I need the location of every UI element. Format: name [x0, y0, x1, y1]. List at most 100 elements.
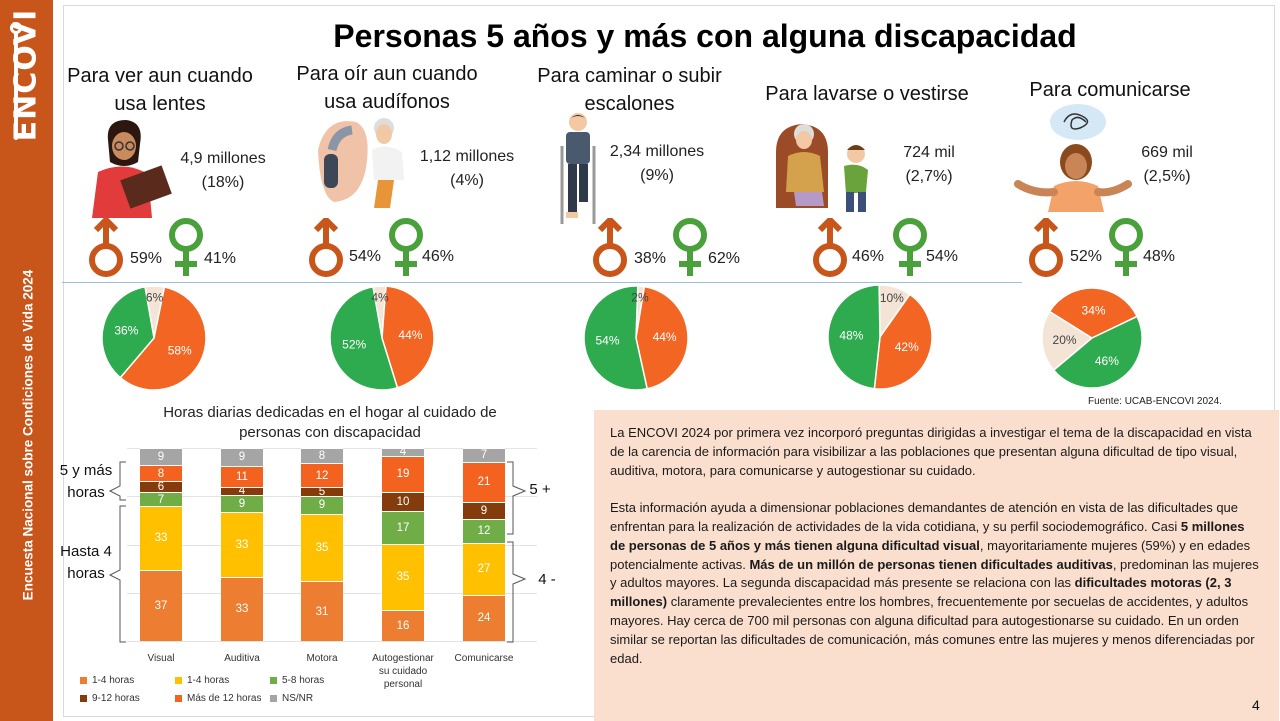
pie-chart: 20% 34% 46%: [1041, 287, 1143, 389]
category-title-line: usa lentes: [114, 93, 206, 115]
group-label-top: 5 y más horas: [52, 460, 120, 504]
legend-swatch: [270, 677, 277, 684]
left-brackets: [108, 461, 126, 643]
category-value-motora: 2,34 millones (9%): [602, 140, 712, 188]
bar-segment: 9: [221, 448, 263, 466]
bar-chart-title-line: Horas diarias dedicadas en el hogar al c…: [163, 404, 497, 421]
text-run: Esta información ayuda a dimensionar pob…: [610, 500, 1239, 534]
hearing-aid-illustration: [318, 118, 404, 208]
bar-segment-label: 5: [318, 485, 326, 498]
pie-chart: 2% 44% 54%: [583, 285, 689, 391]
x-axis-label: Autogestionar su cuidado personal: [358, 652, 448, 691]
bar-segment-label: 31: [315, 605, 329, 618]
pie-slice-label: 36%: [114, 324, 138, 338]
category-value-autogestion: 724 mil (2,7%): [874, 141, 984, 189]
male-symbol-icon: [309, 218, 343, 277]
legend-swatch: [80, 695, 87, 702]
bar-segment-label: 19: [396, 468, 410, 481]
survey-name: Encuesta Nacional sobre Condiciones de V…: [20, 269, 36, 601]
female-percentage: 48%: [1143, 248, 1176, 265]
value-line: (2,5%): [1143, 168, 1191, 185]
pie-slice: [329, 285, 399, 391]
bar-segment-label: 9: [480, 505, 488, 518]
bar-segment-label: 24: [477, 612, 491, 625]
female-symbol-icon: [673, 218, 707, 276]
text-run-bold: 5 millones de personas de 5 años y más t…: [610, 518, 1245, 553]
value-line: (9%): [640, 167, 674, 184]
bar-segment: 7: [140, 492, 182, 506]
bar-segment-label: 11: [236, 470, 248, 483]
pie-slice-label: 44%: [398, 328, 422, 342]
pie-slice-label: 52%: [342, 338, 366, 352]
category-value-visual: 4,9 millones (18%): [168, 147, 278, 195]
bar-segment: 6: [140, 480, 182, 493]
category-title-line: Para caminar o subir: [537, 65, 722, 87]
category-title-visual: Para ver aun cuando usa lentes: [55, 62, 265, 118]
x-axis-label-line: Visual: [147, 653, 175, 664]
legend-item: 1-4 horas: [175, 675, 229, 686]
pie-slice-label: 2%: [631, 291, 649, 305]
legend-label: 1-4 horas: [92, 675, 135, 686]
gridline: [127, 641, 537, 642]
bar-segment: 17: [382, 511, 424, 544]
legend-label: NS/NR: [282, 693, 314, 704]
bar-segment-label: 8: [318, 450, 326, 463]
pie-slice: [583, 285, 649, 391]
category-title-autogestion: Para lavarse o vestirse: [752, 80, 982, 108]
x-axis-label-line: Auditiva: [224, 653, 260, 664]
sidebar: ENCOVI Encuesta Nacional sobre Condicion…: [0, 0, 53, 721]
logo-bar-icon: [14, 32, 18, 140]
pie-slice-label: 54%: [596, 334, 620, 348]
bar-segment: 19: [382, 455, 424, 492]
legend-swatch: [80, 677, 87, 684]
x-axis-label: Auditiva: [197, 652, 287, 665]
bar-segment: 9: [301, 496, 343, 514]
text-run: , mayoritariamente mujeres (59%) y en ed…: [610, 537, 1251, 572]
group-label-bottom: Hasta 4 horas: [52, 541, 120, 585]
bar-segment: 27: [463, 542, 505, 595]
encovi-logo: [8, 12, 44, 140]
category-title-line: Para comunicarse: [1029, 79, 1191, 101]
bar-segment: 37: [140, 569, 182, 641]
group-label-line: Hasta 4: [60, 543, 112, 560]
category-title-line: usa audífonos: [324, 91, 450, 113]
caregiver-illustration: [776, 124, 868, 212]
page-number: 4: [1252, 697, 1260, 713]
legend-swatch: [270, 695, 277, 702]
female-symbol-icon: [169, 218, 203, 276]
category-value-comunicacion: 669 mil (2,5%): [1112, 141, 1222, 189]
bar-segment: 8: [140, 465, 182, 481]
bar-segment: 4: [382, 446, 424, 459]
group-label-line: 5 y más: [59, 462, 113, 479]
pie-chart: 4% 44% 52%: [329, 285, 435, 391]
male-symbol-icon: [1029, 218, 1063, 277]
pie-slice-label: 42%: [895, 340, 919, 354]
bar-segment-label: 12: [315, 469, 329, 482]
bar-segment-label: 9: [238, 451, 246, 464]
male-symbol-icon: [593, 218, 627, 277]
pie-slice-label: 58%: [168, 344, 192, 358]
bar-segment-label: 4: [399, 446, 407, 459]
bar-segment-label: 8: [157, 467, 165, 480]
legend-swatch: [175, 677, 182, 684]
category-value-auditiva: 1,12 millones (4%): [412, 145, 522, 193]
category-title-motora: Para caminar o subir escalones: [522, 62, 737, 118]
pie-slice: [635, 285, 689, 390]
bar-segment-label: 9: [157, 451, 165, 464]
group-label-line: horas: [67, 484, 105, 501]
reading-woman-illustration: [92, 120, 172, 218]
bar-segment: 33: [221, 576, 263, 641]
x-axis-label-line: Motora: [306, 653, 338, 664]
category-title-line: Para lavarse o vestirse: [765, 83, 969, 105]
group-label-line: horas: [67, 565, 105, 582]
category-title-comunicacion: Para comunicarse: [1010, 76, 1210, 104]
female-percentage: 46%: [422, 248, 455, 265]
bar-segment-label: 33: [235, 538, 249, 551]
category-title-auditiva: Para oír aun cuando usa audífonos: [282, 60, 492, 116]
text-run: claramente prevalecientes entre los homb…: [610, 594, 1255, 666]
legend-item: 1-4 horas: [80, 675, 134, 686]
x-axis-label: Visual: [116, 652, 206, 665]
paragraph-1: La ENCOVI 2024 por primera vez incorporó…: [610, 425, 1252, 478]
bar-segment: 7: [463, 448, 505, 462]
legend-swatch: [175, 695, 182, 702]
